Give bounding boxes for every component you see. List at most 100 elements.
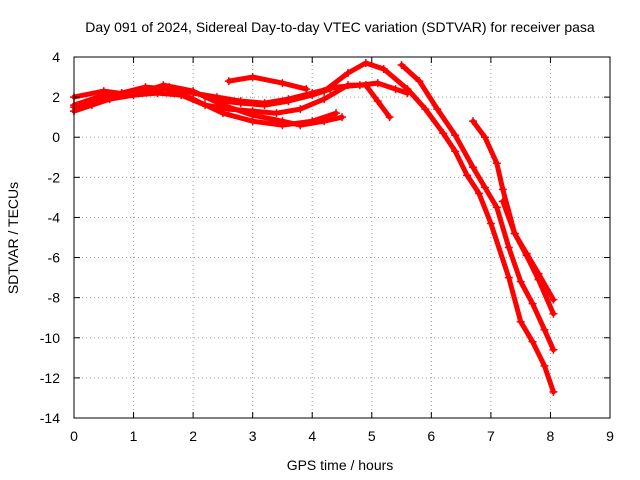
y-tick-label: -4 (48, 209, 61, 225)
data-point (141, 83, 150, 92)
series-line (399, 62, 556, 353)
data-point (528, 299, 537, 308)
data-point (486, 219, 495, 228)
data-point (504, 273, 513, 282)
data-point (451, 147, 460, 156)
x-tick-label: 6 (427, 428, 435, 444)
x-tick-label: 1 (130, 428, 138, 444)
data-point (361, 59, 370, 68)
data-point (534, 269, 543, 278)
data-point (355, 81, 364, 90)
y-tick-label: -12 (40, 370, 60, 386)
data-point (549, 309, 558, 318)
data-point (516, 317, 525, 326)
data-point (308, 91, 317, 100)
data-point (332, 109, 341, 118)
data-point (260, 101, 269, 110)
data-point (218, 97, 227, 106)
x-tick-label: 9 (606, 428, 614, 444)
data-point (528, 337, 537, 346)
data-point (278, 79, 287, 88)
x-tick-labels: 0 1 2 3 4 5 6 7 8 9 (70, 428, 614, 444)
data-point (469, 117, 478, 126)
data-point (549, 345, 558, 354)
chart-title: Day 091 of 2024, Sidereal Day-to-day VTE… (85, 19, 595, 35)
data-point (373, 79, 382, 88)
data-point (296, 105, 305, 114)
grid-lines (74, 57, 610, 418)
data-point (397, 61, 406, 70)
data-point (498, 197, 507, 206)
data-point (236, 99, 245, 108)
data-point (516, 277, 525, 286)
data-point (469, 163, 478, 172)
y-tick-label: -6 (48, 250, 61, 266)
data-point (278, 121, 287, 130)
y-tick-label: -14 (40, 410, 60, 426)
x-tick-label: 5 (368, 428, 376, 444)
series-sat-h (397, 61, 558, 354)
data-point (248, 73, 257, 82)
x-axis-label: GPS time / hours (287, 457, 394, 473)
series-line (321, 60, 556, 395)
data-point (248, 117, 257, 126)
data-point (549, 295, 558, 304)
data-point (522, 249, 531, 258)
y-tick-label: 2 (52, 89, 60, 105)
data-point (451, 131, 460, 140)
series-sat-f (201, 85, 335, 110)
series-sat-d (70, 83, 341, 130)
x-tick-label: 8 (547, 428, 555, 444)
data-point (343, 69, 352, 78)
data-point (373, 97, 382, 106)
series-sat-g (320, 59, 558, 396)
data-point (385, 113, 394, 122)
data-point (165, 85, 174, 94)
data-point (284, 97, 293, 106)
plot-frame (73, 56, 611, 419)
data-point (201, 93, 210, 102)
data-point (218, 109, 227, 118)
y-tick-label: 0 (52, 129, 60, 145)
x-tick-label: 2 (189, 428, 197, 444)
x-tick-label: 0 (70, 428, 78, 444)
data-point (504, 243, 513, 252)
data-point (540, 325, 549, 334)
x-tick-label: 4 (308, 428, 316, 444)
data-point (189, 95, 198, 104)
y-tick-label: 4 (52, 49, 60, 65)
x-tick-label: 7 (487, 428, 495, 444)
data-point (492, 203, 501, 212)
data-point (474, 189, 483, 198)
axis-ticks (73, 56, 611, 419)
data-point (480, 183, 489, 192)
data-point (272, 109, 281, 118)
data-point (379, 65, 388, 74)
y-tick-label: -8 (48, 290, 61, 306)
data-point (308, 117, 317, 126)
data-point (224, 77, 233, 86)
y-tick-label: -10 (40, 330, 60, 346)
data-point (320, 95, 329, 104)
data-point (117, 89, 126, 98)
y-tick-labels: 4 2 0 -2 -4 -6 -8 -10 -12 -14 (40, 49, 60, 426)
data-point (421, 105, 430, 114)
data-point (302, 85, 311, 94)
series-sat-e (224, 73, 311, 94)
data-point (463, 171, 472, 180)
data-point (415, 77, 424, 86)
data-point (510, 229, 519, 238)
data-point (189, 87, 198, 96)
data-point (439, 129, 448, 138)
data-point (93, 95, 102, 104)
data-point (549, 387, 558, 396)
series-sat-j (498, 197, 558, 304)
data-point (99, 87, 108, 96)
data-point (498, 185, 507, 194)
data-point (338, 113, 346, 122)
data-point (540, 361, 549, 370)
x-tick-label: 3 (249, 428, 257, 444)
data-point (480, 133, 489, 142)
y-axis-label: SDTVAR / TECUs (5, 182, 21, 294)
